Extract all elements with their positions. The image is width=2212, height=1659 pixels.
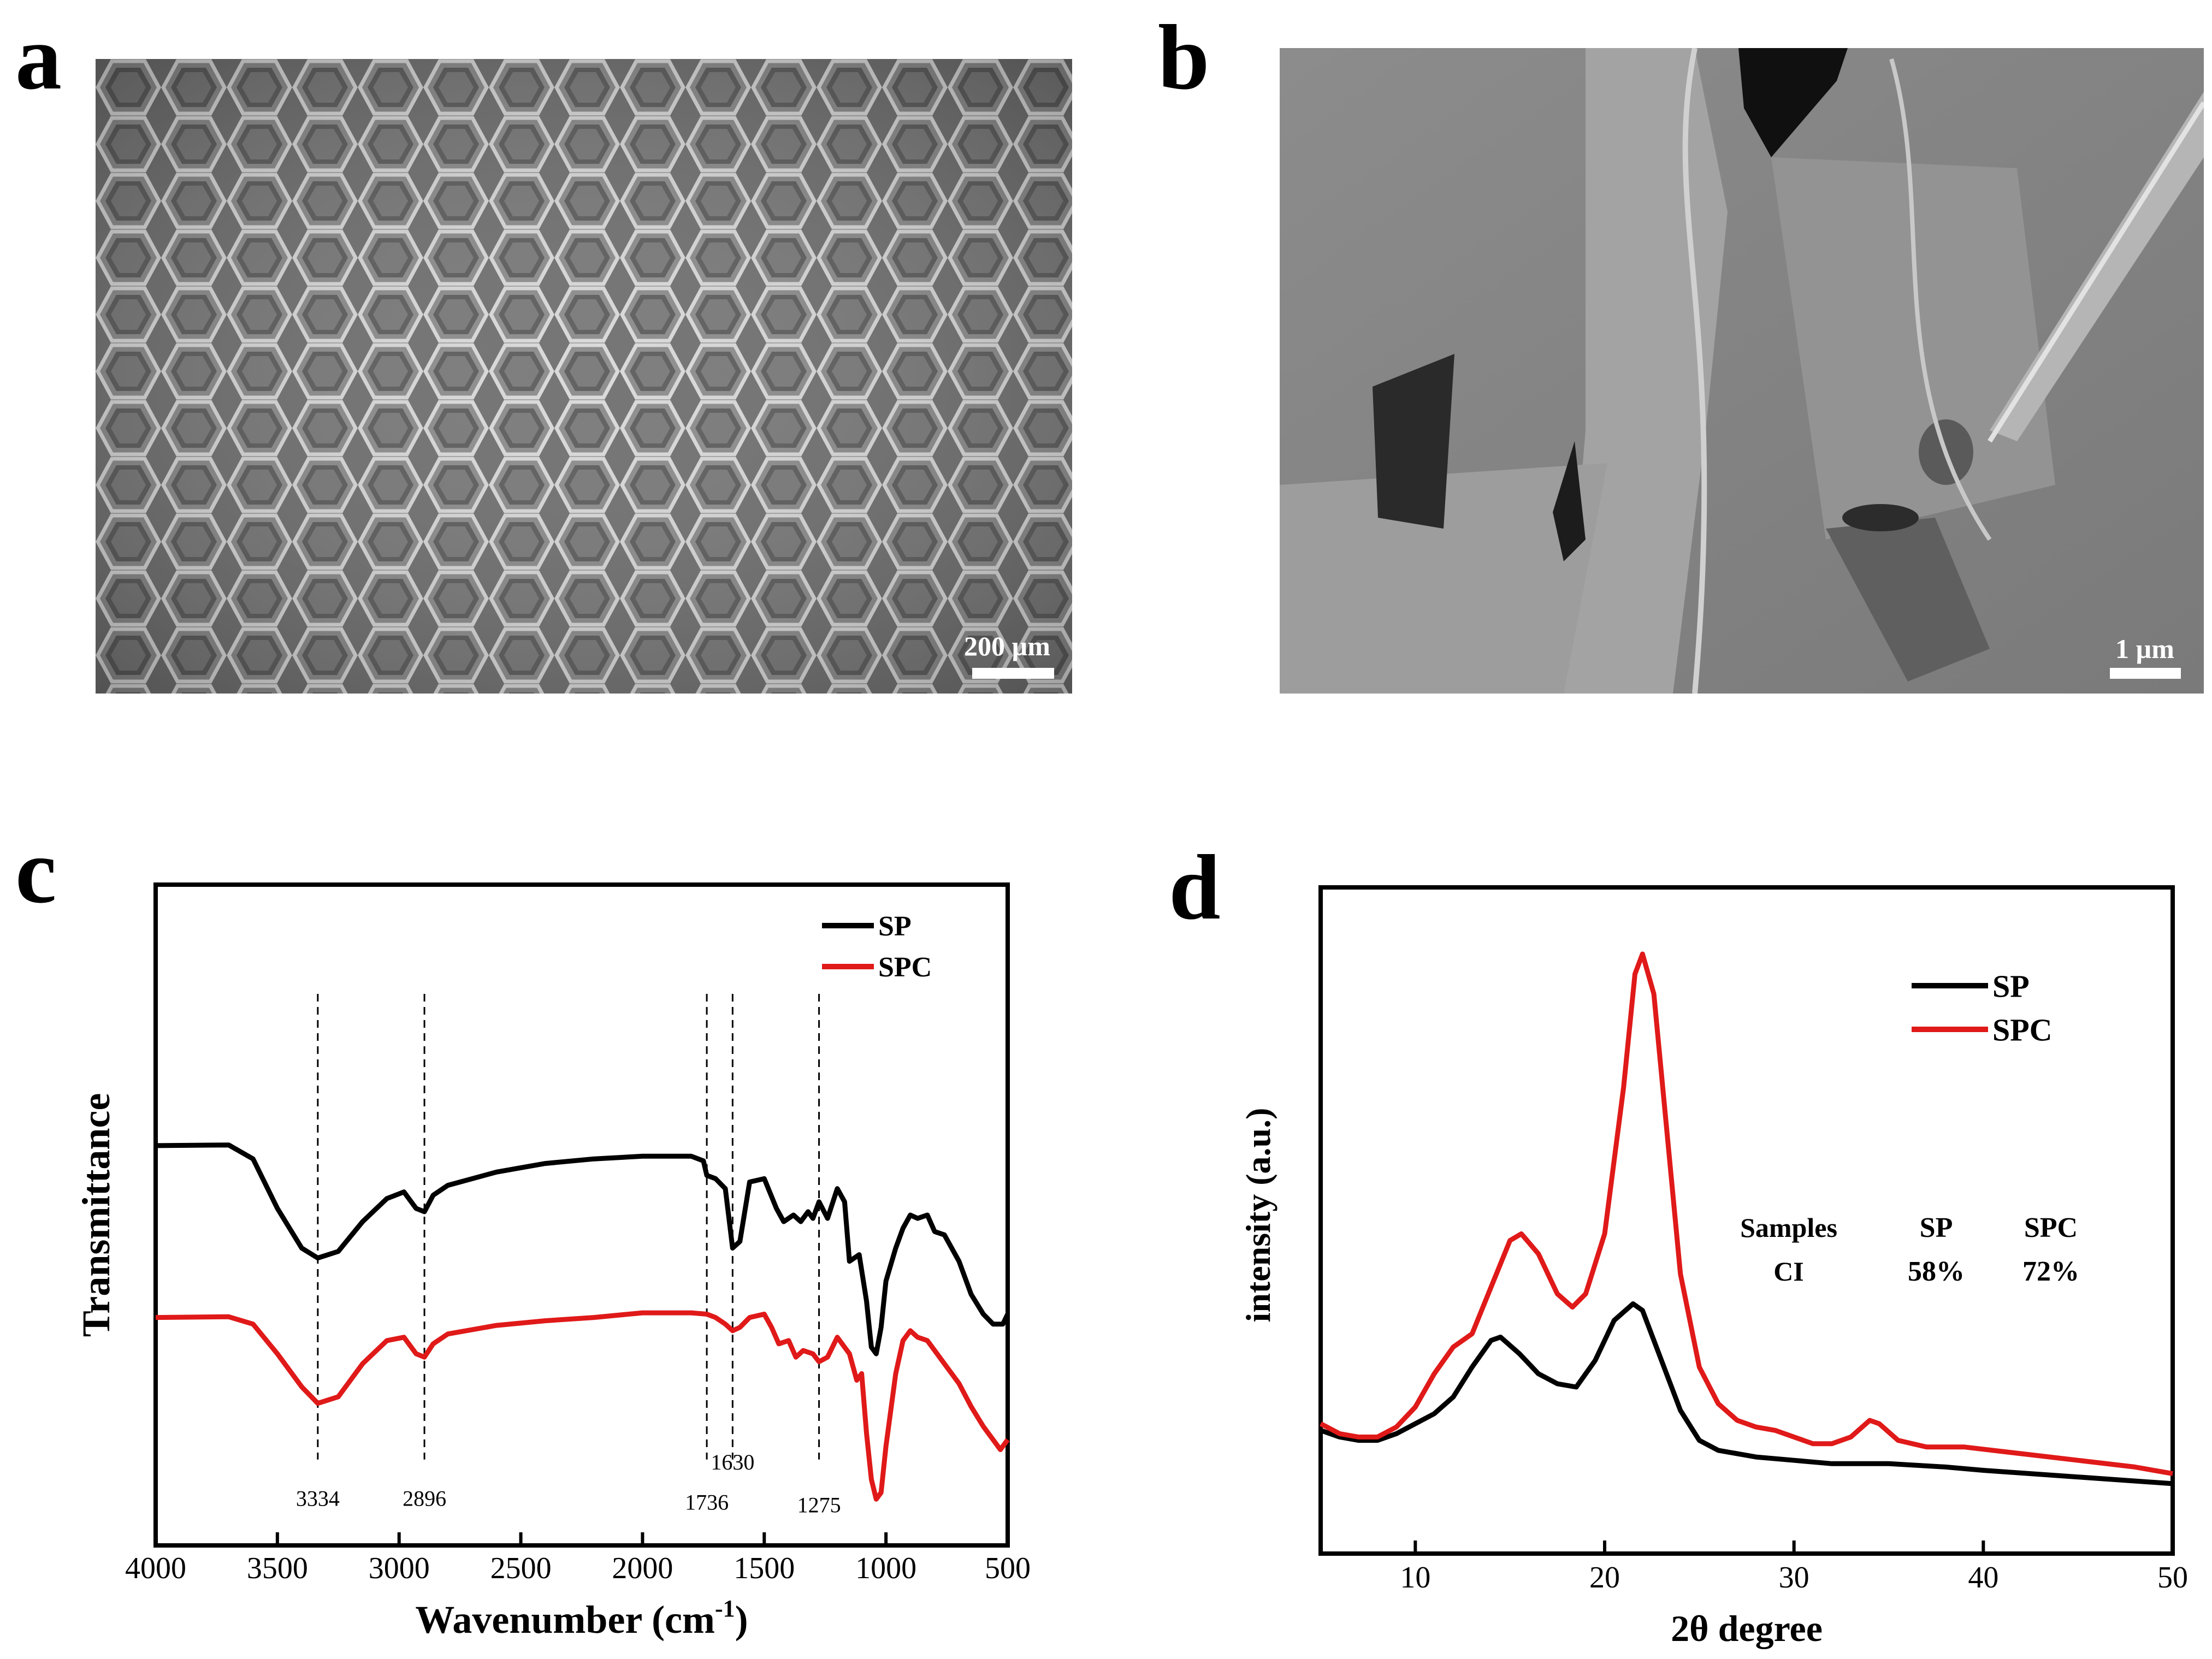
xrd-legend: SP SPC — [1912, 968, 2053, 1047]
xrd-chart: 10 20 30 40 50 SP SPC Samples SP SPC CI 58% 7… — [1239, 885, 2188, 1649]
ftir-x-axis-label-sup: -1 — [715, 1595, 735, 1622]
ftir-x-axis-label-main: Wavenumber (cm — [415, 1598, 715, 1642]
table-header-sp: SP — [1920, 1212, 1953, 1243]
ftir-peak-label: 3334 — [296, 1486, 340, 1510]
ftir-y-axis-label: Transmittance — [74, 1093, 118, 1337]
xrd-x-tick-label: 20 — [1589, 1561, 1620, 1595]
scale-label-b: 1 µm — [2115, 633, 2174, 664]
ftir-legend: SP SPC — [822, 911, 932, 983]
xrd-x-tick-label: 30 — [1779, 1561, 1809, 1595]
ftir-legend-label-spc: SPC — [878, 952, 932, 983]
ftir-chart: 4000 3500 3000 2500 2000 1500 1000 500 3334 2896… — [74, 882, 1031, 1642]
ftir-x-tick-label: 3500 — [247, 1551, 308, 1585]
ftir-series-spc — [155, 1310, 1010, 1502]
panel-d-letter: d — [1169, 836, 1221, 939]
sem-image-surface: 1 µm — [1280, 48, 2204, 694]
xrd-x-tick-label: 50 — [2157, 1561, 2188, 1595]
ftir-x-axis-label-tail: ) — [735, 1598, 748, 1642]
pore-texture — [96, 59, 1072, 694]
ftir-x-tick-label: 2500 — [490, 1551, 552, 1585]
ftir-x-tick-label: 4000 — [125, 1551, 186, 1585]
table-row-ci-spc: 72% — [2022, 1256, 2079, 1287]
xrd-x-tick-label: 10 — [1400, 1561, 1430, 1595]
ftir-legend-label-sp: SP — [878, 911, 912, 942]
xrd-series-spc — [1319, 951, 2173, 1477]
ftir-plot-frame — [153, 882, 1010, 1548]
scale-label-a: 200 µm — [964, 631, 1050, 661]
xrd-x-ticks: 10 20 30 40 50 — [1400, 1540, 2188, 1595]
ftir-x-axis-label: Wavenumber (cm-1) — [415, 1595, 748, 1642]
surface-texture — [1280, 48, 2204, 694]
ftir-peak-label: 1630 — [711, 1450, 754, 1474]
panel-b-letter: b — [1158, 6, 1210, 109]
table-header-spc: SPC — [2024, 1212, 2078, 1243]
ftir-x-tick-label: 3000 — [369, 1551, 430, 1585]
ftir-x-tick-label: 2000 — [612, 1551, 673, 1585]
table-row-ci-label: CI — [1773, 1256, 1804, 1287]
ftir-peak-label: 2896 — [403, 1486, 446, 1510]
panel-c-letter: c — [15, 820, 57, 922]
sem-image-pores: 200 µm — [96, 59, 1072, 694]
ftir-peak-label: 1275 — [797, 1493, 841, 1518]
xrd-y-axis-label: intensity (a.u.) — [1239, 1108, 1277, 1323]
ftir-peak-label: 1736 — [685, 1490, 729, 1515]
xrd-series — [1319, 951, 2173, 1486]
table-row-ci-sp: 58% — [1908, 1256, 1965, 1287]
xrd-legend-label-sp: SP — [1992, 968, 2030, 1004]
xrd-plot-frame — [1318, 885, 2175, 1556]
panel-a-letter: a — [15, 6, 62, 109]
table-header-samples: Samples — [1740, 1212, 1837, 1243]
xrd-series-sp — [1320, 1301, 2173, 1486]
ftir-x-tick-label: 500 — [985, 1551, 1031, 1585]
ftir-x-tick-label: 1000 — [855, 1551, 916, 1585]
xrd-x-axis-label: 2θ degree — [1671, 1608, 1823, 1649]
xrd-x-tick-label: 40 — [1968, 1561, 1998, 1595]
xrd-legend-label-spc: SPC — [1992, 1012, 2053, 1047]
ftir-x-tick-label: 1500 — [734, 1551, 795, 1585]
ftir-annotations: 3334 2896 1736 1630 1275 — [296, 1450, 841, 1518]
ftir-series — [155, 1142, 1010, 1502]
scale-bar-a — [972, 668, 1054, 679]
crystallinity-table: Samples SP SPC CI 58% 72% — [1740, 1212, 2079, 1287]
scale-bar-b — [2110, 668, 2181, 679]
ftir-series-sp — [155, 1142, 1010, 1356]
ftir-x-ticks: 4000 3500 3000 2500 2000 1500 1000 500 — [125, 1532, 1031, 1585]
